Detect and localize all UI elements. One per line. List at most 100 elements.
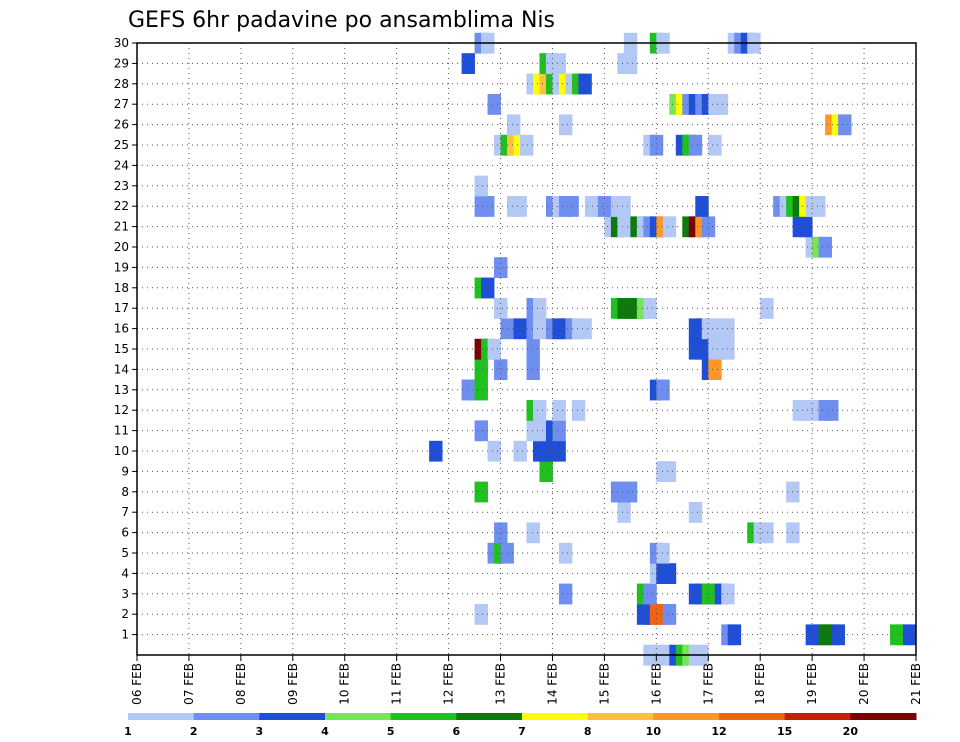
x-tick-label: 10 FEB (338, 663, 352, 705)
heatmap-cell (558, 114, 573, 136)
heatmap-cell (656, 542, 670, 564)
colorbar-swatch (325, 713, 392, 720)
y-tick-label: 29 (114, 56, 129, 70)
heatmap-cell (643, 583, 657, 605)
x-tick-label: 17 FEB (701, 663, 715, 705)
heatmap-cell (461, 53, 475, 74)
heatmap-cell (708, 134, 722, 156)
heatmap-cell (474, 481, 488, 503)
heatmap-cell (688, 134, 703, 156)
x-tick-label: 20 FEB (857, 663, 871, 705)
heatmap-cell (831, 624, 845, 646)
heatmap-cell (578, 73, 592, 95)
heatmap-cell (760, 298, 774, 319)
heatmap-cell (558, 583, 573, 605)
heatmap-cell (571, 400, 586, 421)
y-tick-label: 11 (114, 424, 129, 438)
heatmap-cell (662, 216, 677, 238)
y-axis: 1234567891011121314151617181920212223242… (114, 36, 137, 642)
heatmap-cell (552, 400, 566, 421)
y-tick-label: 28 (114, 77, 129, 91)
x-tick-label: 13 FEB (494, 663, 508, 705)
y-tick-label: 6 (121, 526, 129, 540)
heatmap-cell (552, 53, 566, 74)
colorbar-swatch (850, 713, 917, 720)
colorbar-label: 20 (843, 725, 859, 738)
y-tick-label: 15 (114, 342, 129, 356)
colorbar-swatch (522, 713, 589, 720)
heatmap-cell (429, 440, 443, 462)
heatmap-cell (532, 298, 547, 319)
x-axis: 06 FEB 07 FEB 08 FEB 09 FEB 10 FEB 11 FEB 12 F… (130, 655, 923, 705)
colorbar-swatch (784, 713, 851, 720)
y-tick-label: 26 (114, 118, 129, 132)
heatmap-cell (558, 542, 573, 564)
heatmap-cell (688, 502, 703, 523)
heatmap-cell (649, 134, 664, 156)
y-tick-label: 4 (121, 566, 129, 580)
y-tick-label: 18 (114, 281, 129, 295)
heatmap-cell (825, 400, 839, 421)
colorbar-label: 12 (711, 725, 726, 738)
colorbar-label: 2 (190, 725, 198, 738)
colorbar-swatch (653, 713, 720, 720)
y-tick-label: 24 (114, 158, 129, 172)
y-tick-label: 30 (114, 36, 129, 50)
heatmap-cell (617, 196, 631, 217)
heatmap-cell (617, 216, 631, 238)
x-tick-label: 06 FEB (130, 663, 144, 705)
heatmap-cell (662, 461, 677, 482)
y-tick-label: 19 (114, 260, 129, 274)
heatmap-cell (578, 318, 592, 340)
x-tick-label: 18 FEB (753, 663, 767, 705)
colorbar-swatch (128, 713, 195, 720)
x-tick-label: 08 FEB (234, 663, 248, 705)
heatmap-cell (474, 175, 488, 197)
heatmap-cell (727, 624, 742, 646)
heatmap-cell (643, 298, 657, 319)
heatmap-cell (799, 216, 813, 238)
colorbar-label: 4 (321, 725, 329, 738)
heatmap-cell (474, 420, 488, 442)
y-tick-label: 7 (121, 505, 129, 519)
y-tick-label: 16 (114, 322, 129, 336)
y-tick-label: 2 (121, 607, 129, 621)
colorbar-label: 15 (777, 725, 792, 738)
heatmap-cell (507, 114, 521, 136)
heatmap-cell (714, 94, 729, 115)
heatmap-cell (532, 400, 547, 421)
heatmap-cell (474, 604, 488, 625)
heatmap-cell (708, 359, 722, 380)
x-tick-label: 21 FEB (909, 663, 923, 705)
x-tick-label: 11 FEB (390, 663, 404, 705)
heatmap-cell (487, 440, 501, 462)
y-tick-label: 1 (121, 628, 129, 642)
heatmap-cell (520, 134, 534, 156)
y-tick-label: 17 (114, 301, 129, 315)
heatmap-cell (760, 522, 774, 544)
heatmap-cell (526, 338, 540, 360)
x-tick-label: 19 FEB (805, 663, 819, 705)
x-tick-label: 12 FEB (442, 663, 456, 705)
colorbar-label: 6 (453, 725, 461, 738)
colorbar-label: 8 (584, 725, 592, 738)
y-tick-label: 13 (114, 383, 129, 397)
x-tick-label: 15 FEB (597, 663, 611, 705)
y-tick-label: 9 (121, 464, 129, 478)
y-tick-label: 27 (114, 97, 129, 111)
heatmap-cell (513, 440, 527, 462)
colorbar-swatch (719, 713, 786, 720)
heatmap-cell (532, 318, 547, 340)
heatmap-cell (526, 359, 540, 380)
y-tick-label: 21 (114, 220, 129, 234)
colorbar-label: 1 (124, 725, 132, 738)
heatmap-cell (818, 236, 833, 258)
colorbar-swatch (193, 713, 260, 720)
colorbar-label: 5 (387, 725, 395, 738)
heatmap-cell (701, 216, 716, 238)
heatmap-cell (494, 257, 508, 278)
heatmap-cell (494, 359, 508, 380)
y-tick-label: 14 (114, 362, 129, 376)
heatmap-cell (539, 461, 553, 482)
